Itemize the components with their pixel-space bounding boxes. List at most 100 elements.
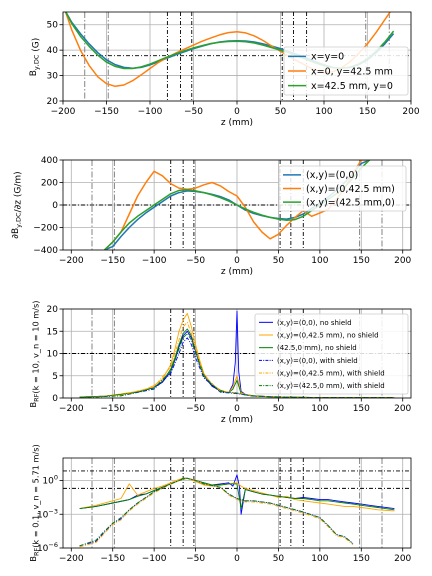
tick-exponent: −3 (48, 507, 58, 515)
x-tick-label: 0 (234, 554, 240, 564)
x-tick-label: 100 (311, 256, 328, 266)
reference-lines (63, 458, 411, 548)
legend: x=y=0 x=0, y=42.5 mm x=42.5 mm, y=0 (283, 46, 409, 96)
legend-label: (42.5,0 mm), no shield (277, 344, 357, 352)
x-tick-label: 100 (315, 107, 332, 117)
x-tick-label: 150 (353, 554, 370, 564)
x-tick-label: 50 (275, 107, 287, 117)
tick-base: 10 (37, 510, 49, 520)
legend-box (254, 313, 409, 395)
x-axis-label: z (mm) (221, 267, 253, 277)
tick-exponent: −6 (48, 541, 58, 549)
x-tick-label: 50 (273, 554, 285, 564)
y-tick-label: 10−3 (37, 507, 58, 520)
y-tick-label: 200 (41, 179, 58, 189)
y-tick-label: −200 (33, 224, 58, 234)
y-tick-label: 20 (47, 97, 59, 107)
label-subscript: RF (33, 393, 41, 402)
x-tick-label: 50 (273, 256, 285, 266)
x-tick-label: 0 (234, 107, 240, 117)
legend-label: (x,y)=(0,0), with shield (277, 357, 358, 365)
label-text: (k = 10, v_n = 10 m/s) (31, 301, 41, 394)
y-tick-label: 10 (47, 350, 59, 360)
label-text: /∂z (G/m) (14, 171, 24, 212)
series-group (79, 474, 395, 548)
series-group (79, 310, 395, 398)
x-tick-label: 50 (273, 404, 285, 414)
x-tick-label: −150 (94, 107, 119, 117)
x-tick-label: −50 (186, 554, 205, 564)
legend-label: (x,y)=(42.5,0 mm), with shield (277, 382, 385, 390)
y-tick-label: 0 (52, 394, 58, 404)
x-tick-label: 200 (394, 554, 411, 564)
series-line-3 (79, 477, 395, 511)
legend-box (278, 165, 407, 212)
x-tick-label: 150 (353, 256, 370, 266)
x-tick-label: −150 (100, 256, 125, 266)
tick-base: 10 (37, 544, 49, 554)
legend-label: (x,y)=(42.5 mm,0) (306, 197, 395, 208)
y-tick-label: 15 (47, 327, 58, 337)
x-tick-label: 150 (353, 404, 370, 414)
legend-box (283, 46, 409, 96)
x-tick-label: 100 (311, 554, 328, 564)
label-subscript: RF (33, 548, 41, 557)
label-text: B (28, 401, 38, 407)
x-tick-label: −50 (186, 256, 205, 266)
label-text: B (29, 70, 39, 76)
x-tick-label: −100 (138, 107, 163, 117)
x-axis-label: z (mm) (221, 415, 253, 425)
y-tick-label: 5 (52, 372, 58, 382)
x-tick-label: 0 (234, 256, 240, 266)
panel-3: −200 −150 −100 −50 0 50 100 150 200 0 5 10 15 20 z (mm… (28, 301, 412, 425)
ticks: −200 −150 −100 −50 0 50 100 150 200−400−20002004… (33, 156, 411, 266)
grid (63, 458, 411, 549)
label-text: (k = 0.1, v_n = 5.71 m/s) (31, 444, 41, 547)
y-tick-label: 0 (52, 201, 58, 211)
y-tick-label: 10−6 (37, 541, 58, 554)
tick-exponent: 0 (54, 474, 58, 482)
x-tick-label: −200 (59, 554, 84, 564)
legend-label: (x,y)=(0,0) (306, 170, 358, 181)
x-tick-label: 0 (234, 404, 240, 414)
y-axis-label: BRF(k = 0.1, v_n = 5.71 m/s) (28, 444, 41, 561)
y-axis-label: By,DC (G) (29, 38, 42, 77)
legend-label: x=0, y=42.5 mm (311, 66, 393, 77)
label-subscript: y,DC (15, 212, 23, 228)
label-text: (G) (32, 38, 42, 55)
legend-label: (x,y)=(0,42.5 mm) (306, 184, 395, 195)
series-line-6 (79, 477, 354, 547)
legend-label: x=42.5 mm, y=0 (311, 81, 393, 92)
label-text: ∂B (11, 228, 21, 239)
series-line-2 (79, 477, 395, 512)
legend: (x,y)=(0,0), no shield (x,y)=(0,42.5 mm),… (254, 313, 409, 395)
legend-label: (x,y)=(0,0), no shield (277, 319, 352, 327)
x-axis-label: z (mm) (221, 118, 253, 128)
x-tick-label: −200 (51, 107, 76, 117)
y-tick-label: 40 (47, 46, 59, 56)
x-tick-label: 150 (359, 107, 376, 117)
x-tick-label: 200 (402, 107, 419, 117)
x-tick-label: −50 (184, 107, 203, 117)
panel-2: −200 −150 −100 −50 0 50 100 150 200−400−20002004… (11, 156, 412, 277)
x-tick-label: −100 (142, 404, 167, 414)
legend-label: (x,y)=(0,42.5 mm), with shield (277, 369, 385, 377)
panel-1: −200 −150 −100 −50 0 50 100 150 200 20 30 40 50 z (mm… (29, 11, 420, 128)
y-axis-label: ∂By,DC/∂z (G/m) (11, 171, 24, 238)
x-tick-label: 100 (311, 404, 328, 414)
x-tick-label: −200 (59, 404, 84, 414)
legend-label: (x,y)=(0,42.5 mm), no shield (277, 331, 379, 339)
x-tick-label: 200 (394, 404, 411, 414)
y-tick-label: 30 (47, 72, 59, 82)
x-tick-label: −100 (142, 554, 167, 564)
ticks: −200 −150 −100 −50 0 50 100 150 200 20 30 40 50 (47, 21, 420, 117)
ticks: −200 −150 −100 −50 0 50 100 150 200 0 5 10 15 20 (47, 305, 412, 414)
y-axis-label: BRF(k = 10, v_n = 10 m/s) (28, 301, 41, 408)
y-tick-label: 20 (47, 305, 59, 315)
label-subscript: y,DC (33, 54, 41, 70)
label-text: B (28, 556, 38, 562)
panel-4: −200 −150 −100 −50 0 50 100 150 20010−610−3100BR… (28, 444, 412, 564)
series-line-6 (79, 333, 395, 398)
y-tick-label: 100 (42, 474, 58, 487)
